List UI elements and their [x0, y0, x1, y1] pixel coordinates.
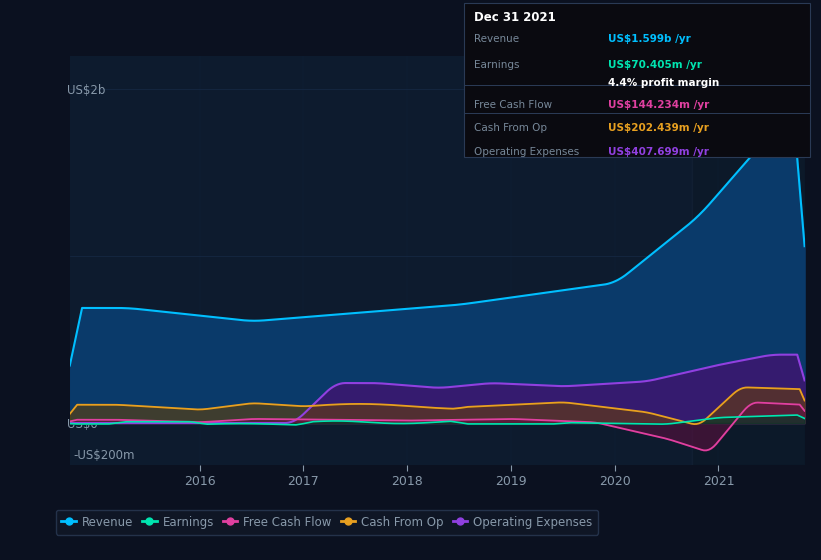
Text: US$1.599b /yr: US$1.599b /yr [608, 34, 690, 44]
Legend: Revenue, Earnings, Free Cash Flow, Cash From Op, Operating Expenses: Revenue, Earnings, Free Cash Flow, Cash … [56, 510, 599, 535]
Text: US$202.439m /yr: US$202.439m /yr [608, 123, 709, 133]
Text: Dec 31 2021: Dec 31 2021 [474, 11, 556, 24]
Text: Operating Expenses: Operating Expenses [474, 147, 579, 157]
Text: Earnings: Earnings [474, 60, 519, 70]
Text: Cash From Op: Cash From Op [474, 123, 547, 133]
Text: US$70.405m /yr: US$70.405m /yr [608, 60, 701, 70]
Text: 4.4% profit margin: 4.4% profit margin [608, 78, 719, 88]
Text: US$144.234m /yr: US$144.234m /yr [608, 100, 709, 110]
Bar [692, 56, 805, 465]
Text: -US$200m: -US$200m [73, 449, 135, 462]
Text: US$407.699m /yr: US$407.699m /yr [608, 147, 709, 157]
Text: Revenue: Revenue [474, 34, 519, 44]
Text: Free Cash Flow: Free Cash Flow [474, 100, 552, 110]
